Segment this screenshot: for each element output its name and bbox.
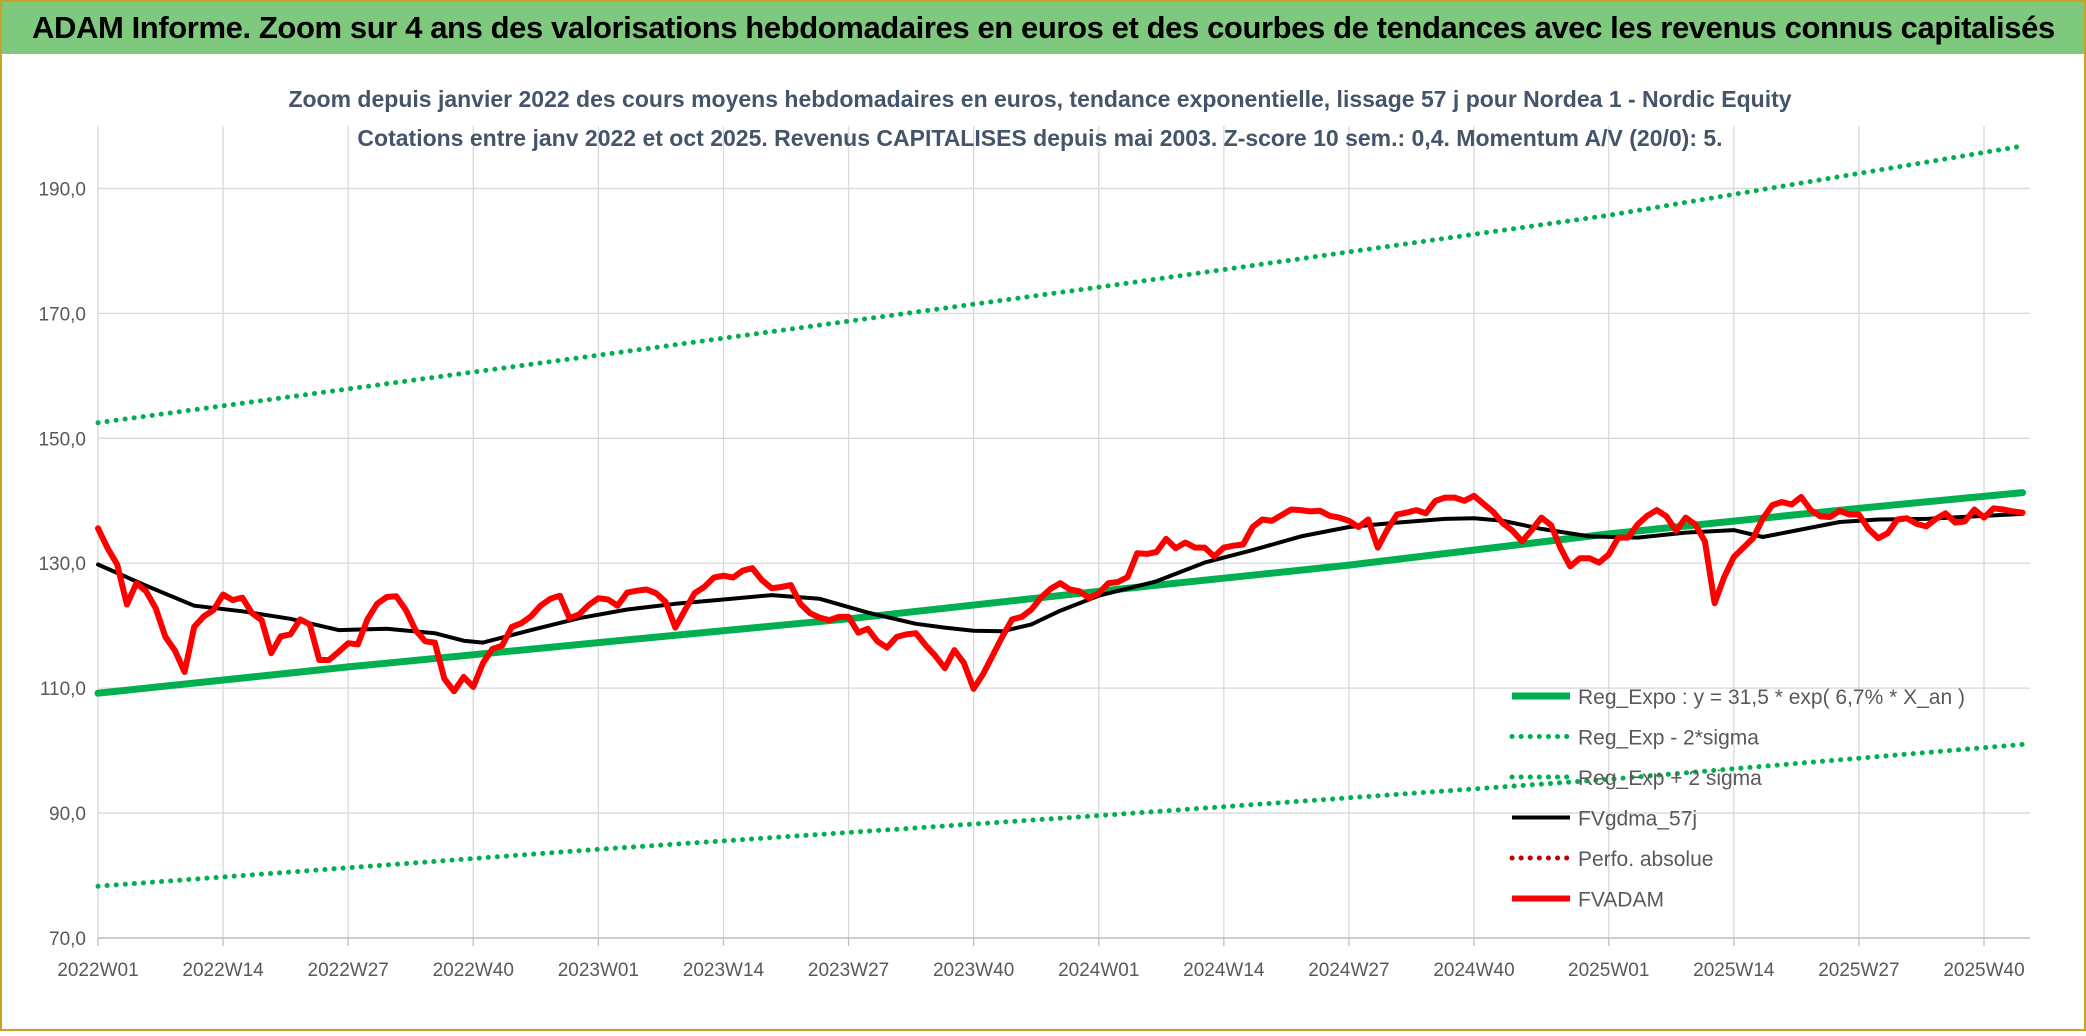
y-tick-label: 90,0 <box>49 804 86 825</box>
x-tick-label: 2022W40 <box>433 960 514 981</box>
series-line-3 <box>96 511 2025 645</box>
legend-label: FVADAM <box>1578 889 1664 912</box>
x-tick-label: 2022W27 <box>308 960 389 981</box>
chart-area: 70,0 90,0 110,0 130,0 150,0 170,0 190,0 2022W01… <box>0 56 2086 1031</box>
y-tick-label: 130,0 <box>38 554 86 575</box>
chart-series <box>94 143 2026 889</box>
series-line-5 <box>95 492 2026 695</box>
series-line-2 <box>95 143 2025 426</box>
x-tick-label: 2024W40 <box>1433 960 1514 981</box>
x-tick-label: 2025W27 <box>1818 960 1899 981</box>
chart-legend: Reg_Expo : y = 31,5 * exp( 6,7% * X_an )… <box>1509 686 1965 912</box>
legend-label: Reg_Expo : y = 31,5 * exp( 6,7% * X_an ) <box>1578 686 1965 709</box>
chart-title: Zoom depuis janvier 2022 des cours moyen… <box>288 86 1791 112</box>
chart-subtitle: Cotations entre janv 2022 et oct 2025. R… <box>357 125 1722 151</box>
y-tick-label: 70,0 <box>49 929 86 950</box>
x-tick-label: 2023W01 <box>558 960 639 981</box>
y-tick-label: 110,0 <box>40 679 86 700</box>
x-tick-label: 2022W01 <box>57 960 138 981</box>
x-tick-label: 2025W01 <box>1568 960 1649 981</box>
x-tick-label: 2022W14 <box>182 960 264 981</box>
x-tick-label: 2023W27 <box>808 960 889 981</box>
x-tick-label: 2023W40 <box>933 960 1014 981</box>
legend-label: Reg_Exp + 2 sigma <box>1578 767 1762 790</box>
x-tick-label: 2024W27 <box>1308 960 1389 981</box>
x-tick-label: 2024W14 <box>1183 960 1265 981</box>
y-tick-label: 170,0 <box>38 304 86 325</box>
x-tick-label: 2024W01 <box>1058 960 1139 981</box>
legend-label: Perfo. absolue <box>1578 848 1713 871</box>
series-line-1 <box>95 741 2025 889</box>
y-tick-label: 190,0 <box>38 179 86 200</box>
x-tick-label: 2023W14 <box>683 960 765 981</box>
chart-axes: 70,0 90,0 110,0 130,0 150,0 170,0 190,0 2022W01… <box>38 179 2030 981</box>
x-tick-label: 2025W40 <box>1943 960 2024 981</box>
legend-label: FVgdma_57j <box>1578 808 1697 831</box>
y-tick-label: 150,0 <box>38 429 86 450</box>
trend-chart: 70,0 90,0 110,0 130,0 150,0 170,0 190,0 2022W01… <box>38 86 2030 981</box>
legend-label: Reg_Exp - 2*sigma <box>1578 727 1759 750</box>
x-tick-label: 2025W14 <box>1693 960 1775 981</box>
report-banner: ADAM Informe. Zoom sur 4 ans des valoris… <box>2 2 2084 54</box>
report-title: ADAM Informe. Zoom sur 4 ans des valoris… <box>32 10 2055 45</box>
